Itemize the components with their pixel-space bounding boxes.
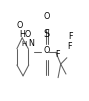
Text: F: F [55,50,60,59]
Text: N: N [28,39,34,48]
Text: S: S [44,29,50,39]
Text: O: O [44,12,50,21]
Text: F: F [69,32,73,41]
Text: O: O [44,46,50,55]
Text: HO: HO [20,30,32,39]
Text: O: O [16,21,23,30]
Text: F: F [67,42,72,51]
Text: H: H [21,41,27,47]
